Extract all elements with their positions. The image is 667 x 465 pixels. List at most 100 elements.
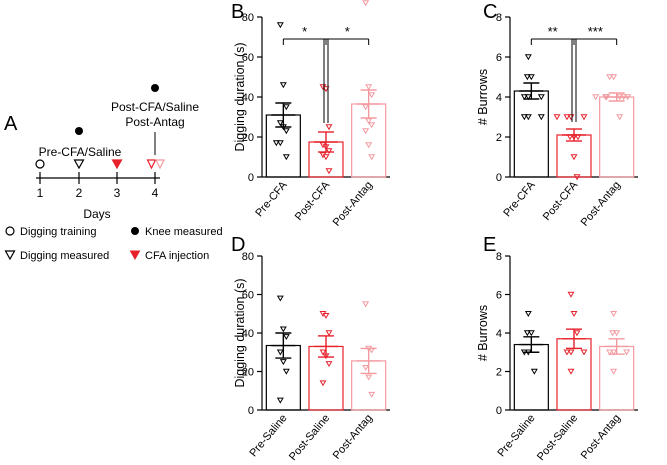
data-point-b-2-8: [368, 154, 376, 161]
data-point-c-0-4: [520, 94, 528, 101]
y-tick-label-c-4: 8: [496, 12, 502, 24]
timeline-tick-label-1: 1: [37, 186, 44, 200]
data-point-e-2-6: [610, 368, 618, 375]
data-point-e-2-2: [609, 330, 617, 337]
y-tick-label-e-0: 0: [496, 405, 502, 417]
data-point-e-1-4: [563, 349, 571, 356]
data-point-e-1-0: [567, 291, 575, 298]
data-point-c-0-8: [537, 114, 545, 121]
y-tick-label-b-0: 0: [248, 172, 254, 184]
data-point-c-0-7: [520, 114, 528, 121]
data-point-e-1-3: [567, 349, 575, 356]
data-point-c-2-5: [602, 94, 610, 101]
data-point-c-0-0: [524, 54, 532, 61]
sig-label-c-1: ***: [588, 24, 603, 39]
legend-open-triangle-icon: [4, 250, 16, 261]
data-point-c-0-5: [537, 94, 545, 101]
category-label-e-2: Post-Antag: [579, 412, 623, 461]
data-point-c-0-1: [527, 74, 535, 81]
data-point-b-2-0: [362, 0, 370, 7]
data-point-b-2-2: [368, 92, 376, 99]
y-tick-label-b-1: 20: [242, 132, 254, 144]
data-point-e-2-5: [623, 349, 631, 356]
legend-open-circle-icon: [5, 226, 15, 236]
data-point-b-0-4: [279, 124, 287, 131]
category-label-b-1: Post-CFA: [293, 179, 333, 223]
data-point-c-2-4: [620, 94, 628, 101]
sig-label-b-1: *: [345, 24, 350, 39]
data-point-e-0-1: [527, 330, 535, 337]
y-tick-label-e-4: 8: [496, 251, 502, 263]
panel-letter-b: B: [231, 1, 244, 23]
digging-measured-marker-icon-day4-pink: [155, 159, 165, 170]
data-point-d-0-5: [282, 368, 290, 375]
data-point-d-1-1: [322, 312, 330, 319]
y-tick-label-d-3: 60: [242, 290, 254, 302]
legend-label-digging-measured: Digging measured: [20, 250, 109, 262]
cfa-injection-marker-icon: [111, 159, 123, 170]
data-point-c-1-1: [563, 114, 571, 121]
y-tick-label-e-2: 4: [496, 328, 502, 340]
data-point-c-0-3: [524, 94, 532, 101]
y-tick-label-d-0: 0: [248, 405, 254, 417]
panel-letter-a: A: [4, 113, 18, 135]
legend-label-digging-training: Digging training: [20, 226, 96, 238]
data-point-d-2-3: [362, 364, 370, 371]
bar-e-2: [599, 345, 635, 411]
data-point-b-2-4: [365, 118, 373, 125]
data-point-c-2-0: [610, 74, 618, 81]
data-point-c-0-6: [524, 114, 532, 121]
digging-training-marker-icon: [35, 159, 45, 169]
data-point-c-2-2: [616, 94, 624, 101]
data-point-d-0-6: [276, 397, 284, 404]
data-point-b-0-2: [282, 104, 290, 111]
data-point-b-2-7: [365, 142, 373, 149]
data-point-e-0-2: [523, 330, 531, 337]
timeline-axis-label: Days: [83, 207, 110, 221]
data-point-e-2-4: [606, 349, 614, 356]
y-tick-label-c-2: 4: [496, 92, 502, 104]
knee-measured-marker-icon-day2: [75, 127, 83, 135]
data-point-b-2-5: [368, 122, 376, 129]
data-point-e-2-3: [610, 349, 618, 356]
sig-label-b-0: *: [302, 24, 307, 39]
chart-panel-d: D 0 20 40 60 80 Digging duration (s) Pre-Saline…: [231, 234, 390, 463]
data-point-b-0-7: [272, 140, 280, 147]
data-point-e-0-4: [520, 349, 528, 356]
timeline-tick-label-3: 3: [114, 186, 121, 200]
timeline-label-day2: Pre-CFA/Saline: [39, 145, 122, 159]
data-point-b-2-3: [362, 104, 370, 111]
data-point-c-1-4: [570, 134, 578, 141]
data-point-b-1-1: [322, 86, 330, 93]
digging-measured-marker-icon-day4-red: [146, 159, 157, 170]
chart-panel-e: E 0 2 4 6 8 # Burrows Pre-SalinePost-SalinePost…: [476, 234, 638, 463]
data-point-e-0-0: [524, 311, 532, 317]
data-point-d-1-5: [325, 361, 333, 367]
y-tick-label-b-3: 60: [242, 52, 254, 64]
data-point-d-2-4: [365, 374, 373, 381]
data-point-e-1-1: [570, 311, 578, 317]
y-tick-label-b-2: 40: [242, 92, 254, 104]
y-tick-label-e-1: 2: [496, 367, 502, 379]
panel-letter-e: E: [483, 234, 496, 256]
legend-red-triangle-icon: [129, 250, 141, 261]
y-tick-label-c-1: 2: [496, 132, 502, 144]
knee-measured-marker-icon-day4: [151, 84, 159, 92]
chart-panel-c: C 0 2 4 6 8 # Burrows Pre-CFA Post-CFAPost-Antag…: [476, 1, 638, 229]
data-point-e-1-5: [580, 349, 588, 356]
data-point-c-0-2: [523, 74, 531, 81]
legend-label-cfa-injection: CFA injection: [145, 250, 209, 262]
timeline-tick-label-4: 4: [152, 186, 159, 200]
y-tick-label-d-4: 80: [242, 251, 254, 263]
data-point-e-2-0: [610, 311, 618, 317]
digging-measured-marker-icon-day2: [73, 159, 85, 170]
data-point-b-2-1: [365, 84, 373, 91]
data-point-b-1-7: [322, 154, 330, 161]
y-tick-label-c-3: 6: [496, 52, 502, 64]
y-axis-label-e: # Burrows: [476, 305, 490, 361]
y-tick-label-c-0: 0: [496, 172, 502, 184]
data-point-b-1-8: [325, 168, 333, 175]
y-tick-label-d-2: 40: [242, 328, 254, 340]
